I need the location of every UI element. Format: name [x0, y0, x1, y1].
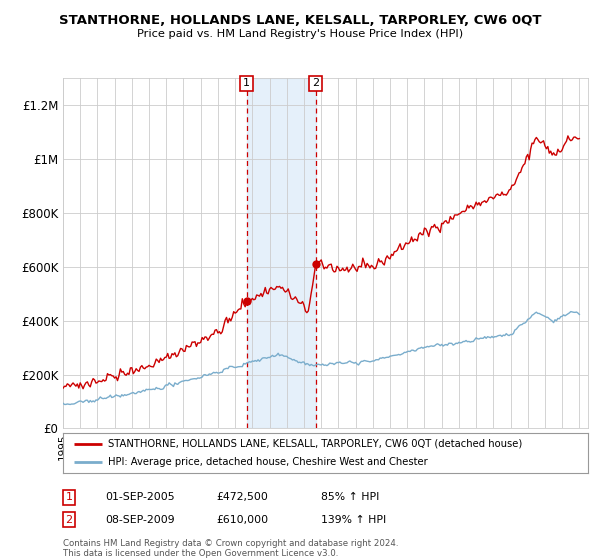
Text: Contains HM Land Registry data © Crown copyright and database right 2024.
This d: Contains HM Land Registry data © Crown c… — [63, 539, 398, 558]
Text: STANTHORNE, HOLLANDS LANE, KELSALL, TARPORLEY, CW6 0QT (detached house): STANTHORNE, HOLLANDS LANE, KELSALL, TARP… — [107, 439, 522, 449]
Text: 2: 2 — [312, 78, 319, 88]
Text: 85% ↑ HPI: 85% ↑ HPI — [321, 492, 379, 502]
Text: 139% ↑ HPI: 139% ↑ HPI — [321, 515, 386, 525]
Text: STANTHORNE, HOLLANDS LANE, KELSALL, TARPORLEY, CW6 0QT: STANTHORNE, HOLLANDS LANE, KELSALL, TARP… — [59, 14, 541, 27]
Text: HPI: Average price, detached house, Cheshire West and Chester: HPI: Average price, detached house, Ches… — [107, 458, 427, 467]
Text: £472,500: £472,500 — [216, 492, 268, 502]
Bar — [247, 78, 316, 428]
Text: 2: 2 — [65, 515, 73, 525]
Text: £610,000: £610,000 — [216, 515, 268, 525]
Text: 1: 1 — [243, 78, 250, 88]
Text: 01-SEP-2005: 01-SEP-2005 — [105, 492, 175, 502]
Text: 08-SEP-2009: 08-SEP-2009 — [105, 515, 175, 525]
Text: 1: 1 — [65, 492, 73, 502]
Text: Price paid vs. HM Land Registry's House Price Index (HPI): Price paid vs. HM Land Registry's House … — [137, 29, 463, 39]
